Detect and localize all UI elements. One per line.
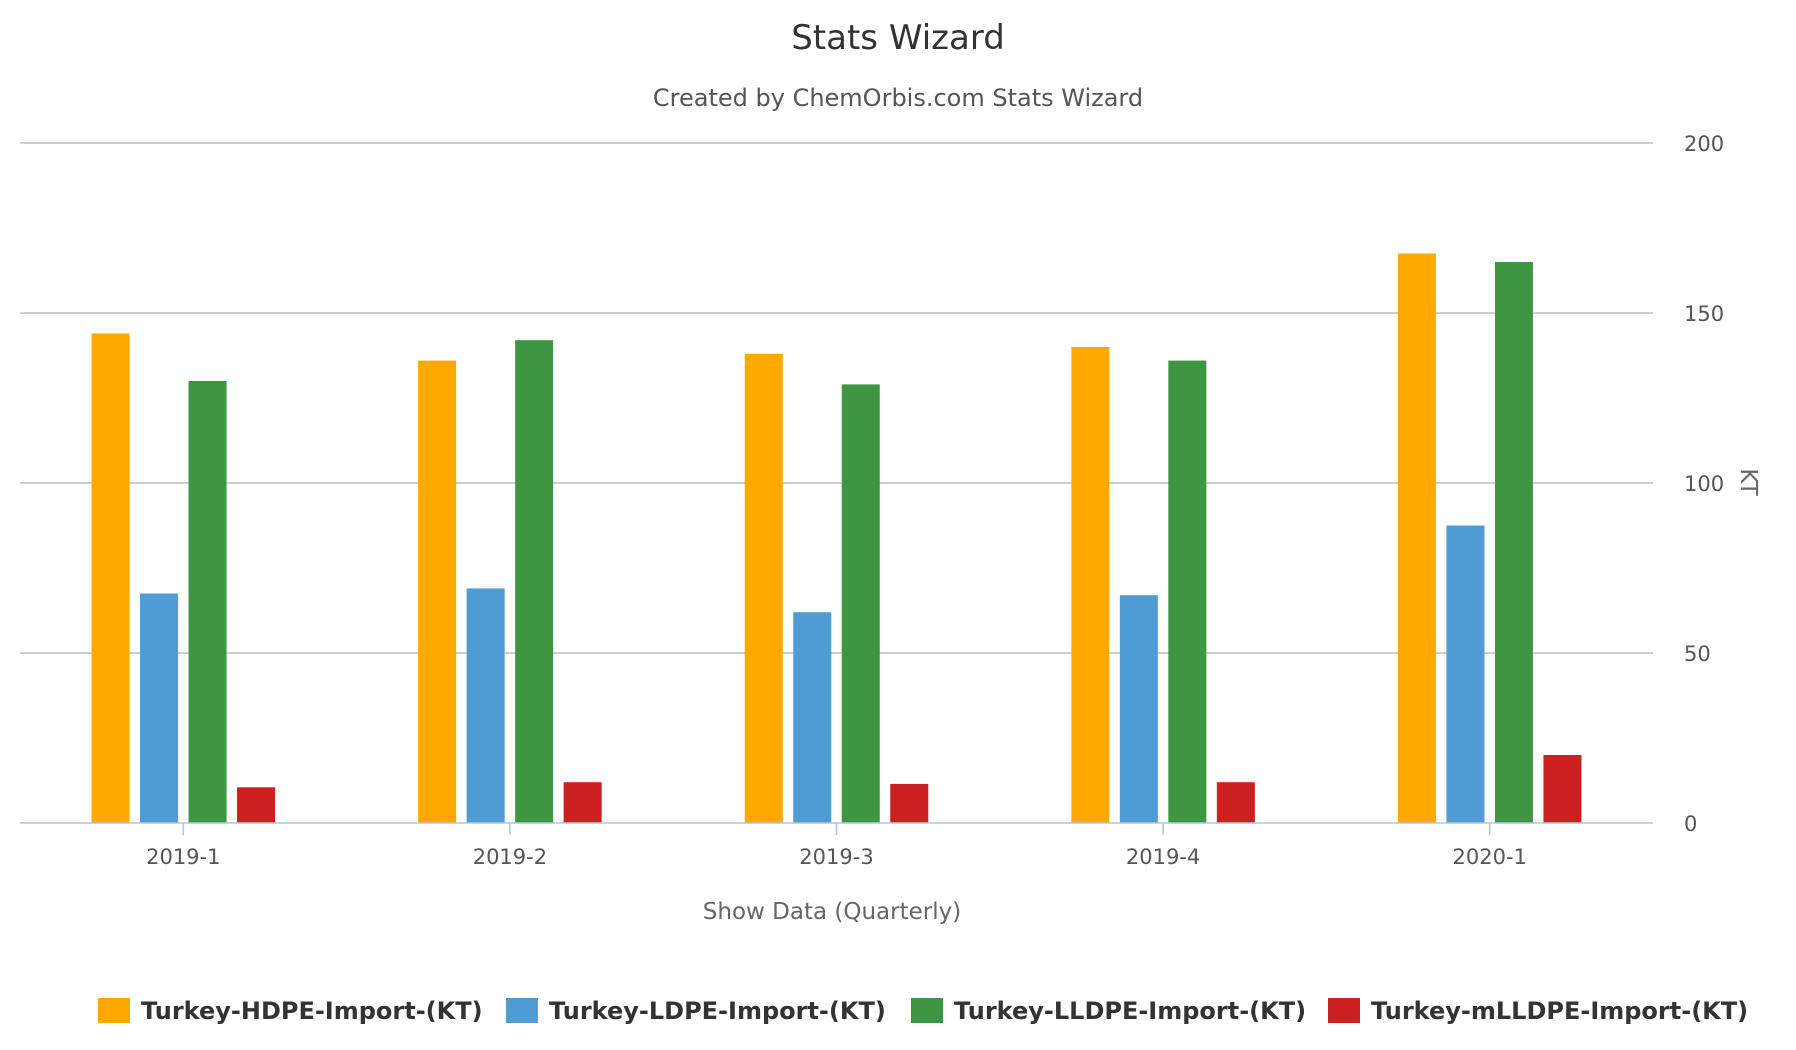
bar-2019-4-series-2[interactable] [1119,595,1158,823]
bar-2019-1-series-2[interactable] [140,593,179,824]
legend-item-series-1[interactable]: Turkey-HDPE-Import-(KT) [98,997,483,1025]
y-tick-label: 200 [1684,132,1724,156]
legend: Turkey-HDPE-Import-(KT) Turkey-LDPE-Impor… [98,997,1748,1025]
bar-2019-1-series-1[interactable] [91,333,130,823]
legend-label: Turkey-HDPE-Import-(KT) [141,997,483,1025]
bar-2019-3-series-3[interactable] [841,384,880,823]
bar-2020-1-series-4[interactable] [1543,755,1582,823]
legend-swatch [1328,998,1360,1023]
bar-2019-2-series-4[interactable] [563,782,602,823]
bar-2020-1-series-3[interactable] [1494,262,1533,823]
y-axis-title: KT [1735,468,1761,496]
legend-label: Turkey-LDPE-Import-(KT) [549,997,886,1025]
bar-2019-2-series-1[interactable] [418,360,457,823]
bar-2019-4-series-3[interactable] [1168,360,1207,823]
axes: 0 50 100 150 200 2019-1 2019-2 2019-3 2019-4 2020… [20,132,1724,869]
y-tick-label: 50 [1684,642,1711,666]
legend-item-series-4[interactable]: Turkey-mLLDPE-Import-(KT) [1328,997,1748,1025]
bar-2019-4-series-1[interactable] [1071,347,1110,823]
chart-title: Stats Wizard [791,18,1005,58]
x-tick-label: 2019-4 [1126,845,1200,869]
bar-2019-3-series-4[interactable] [890,783,929,823]
bar-2019-2-series-3[interactable] [515,340,554,823]
y-tick-label: 100 [1684,472,1724,496]
legend-label: Turkey-mLLDPE-Import-(KT) [1371,997,1748,1025]
legend-swatch [98,998,130,1023]
bar-2019-1-series-4[interactable] [237,787,276,823]
x-tick-label: 2019-2 [473,845,547,869]
legend-item-series-2[interactable]: Turkey-LDPE-Import-(KT) [506,997,886,1025]
x-axis-title: Show Data (Quarterly) [703,899,961,925]
legend-item-series-3[interactable]: Turkey-LLDPE-Import-(KT) [911,997,1306,1025]
chart-subtitle: Created by ChemOrbis.com Stats Wizard [653,84,1143,112]
legend-swatch [911,998,943,1023]
bar-2019-3-series-2[interactable] [793,612,832,823]
x-tick-label: 2019-3 [799,845,873,869]
legend-label: Turkey-LLDPE-Import-(KT) [954,997,1306,1025]
bar-2019-3-series-1[interactable] [744,353,783,823]
x-tick-label: 2019-1 [146,845,220,869]
bar-2019-1-series-3[interactable] [188,381,227,823]
y-tick-label: 0 [1684,812,1697,836]
bars [91,253,1582,824]
gridlines [20,142,1653,654]
legend-swatch [506,998,538,1023]
bar-2019-2-series-2[interactable] [466,588,505,823]
y-tick-label: 150 [1684,302,1724,326]
bar-2019-4-series-4[interactable] [1216,782,1255,823]
bar-2020-1-series-2[interactable] [1446,525,1485,824]
bar-2020-1-series-1[interactable] [1397,253,1436,824]
x-tick-label: 2020-1 [1453,845,1527,869]
